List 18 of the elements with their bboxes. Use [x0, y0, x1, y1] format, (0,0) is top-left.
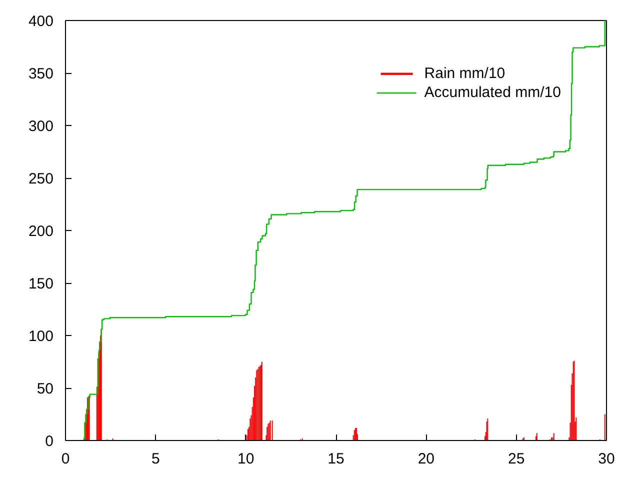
y-tick-label: 200: [28, 223, 54, 240]
x-tick-label: 20: [418, 450, 435, 468]
legend-label: Rain mm/10: [424, 65, 506, 82]
y-tick-label: 400: [28, 13, 54, 30]
y-tick-label: 0: [45, 433, 54, 450]
y-tick-label: 250: [28, 170, 54, 188]
y-tick-label: 350: [28, 66, 54, 82]
x-tick-label: 30: [598, 450, 615, 468]
x-tick-label: 5: [151, 450, 160, 468]
y-tick-label: 50: [36, 380, 54, 398]
y-tick-label: 100: [28, 328, 54, 345]
legend-label: Accumulated mm/10: [424, 84, 561, 101]
y-tick-label: 300: [28, 118, 54, 135]
y-tick-label: 150: [28, 276, 54, 292]
x-tick-label: 0: [61, 450, 70, 468]
x-tick-label: 25: [508, 450, 525, 468]
x-tick-label: 10: [237, 450, 254, 468]
x-tick-label: 15: [328, 450, 344, 468]
